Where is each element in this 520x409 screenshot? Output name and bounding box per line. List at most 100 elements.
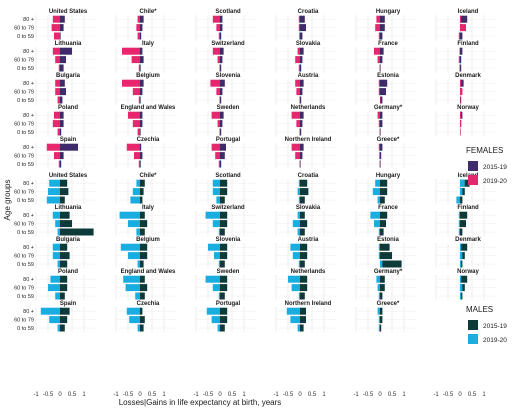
bar-scotland-males-2019-20 [216, 196, 220, 204]
x-tick-label: -1 [353, 392, 359, 398]
bar-italy-males-2019-20 [119, 211, 140, 219]
panel-title-france-males: France [378, 205, 398, 211]
bar-chile-males-2015-19 [140, 179, 145, 187]
bar-scotland-females-2015-19 [220, 24, 223, 32]
panel-title-scotland-females: Scotland [215, 9, 241, 15]
x-tick-label: -0.5 [283, 392, 294, 398]
bar-italy-females-2019-20 [131, 56, 140, 64]
bar-estonia-males-2019-20 [378, 243, 380, 251]
bar-croatia-males-2015-19 [300, 188, 309, 196]
x-tick-label: 1 [402, 392, 406, 398]
bar-belgium-males-2019-20 [128, 252, 140, 260]
bar-finland-females-2019-20 [459, 47, 461, 55]
bar-austria-males-2019-20 [292, 252, 300, 260]
bar-netherlands-males-2015-19 [300, 275, 308, 283]
bar-iceland-females-2019-20 [460, 24, 466, 32]
bar-italy-males-2019-20 [136, 228, 140, 236]
bar-denmark-males-2019-20 [460, 243, 462, 251]
bar-england-and-wales-females-2019-20 [128, 111, 140, 119]
bar-netherlands-females-2019-20 [291, 111, 300, 119]
bar-finland-males-2015-19 [460, 228, 463, 236]
bar-denmark-females-2015-19 [460, 79, 464, 87]
bar-switzerland-females-2015-19 [220, 64, 222, 72]
bar-belgium-females-2015-19 [140, 88, 143, 96]
bar-northern-ireland-females-2019-20 [295, 152, 300, 160]
panel-title-croatia-females: Croatia [298, 9, 319, 15]
panel-title-finland-males: Finland [457, 205, 479, 211]
bar-portugal-males-2015-19 [220, 324, 225, 332]
bar-belgium-males-2019-20 [120, 243, 140, 251]
bar-portugal-males-2015-19 [220, 307, 228, 315]
bar-france-males-2015-19 [380, 220, 386, 228]
age-label: 80 + [23, 113, 34, 119]
age-label: 0 to 59 [17, 130, 34, 136]
bar-norway-males-2019-20 [460, 292, 462, 300]
bar-slovakia-females-2015-19 [300, 64, 302, 72]
bar-england-and-wales-females-2015-19 [140, 128, 141, 136]
bar-lithuania-males-2015-19 [60, 211, 70, 219]
bar-netherlands-females-2019-20 [296, 120, 300, 128]
bar-slovakia-males-2015-19 [300, 228, 305, 236]
bar-czechia-females-2015-19 [140, 160, 141, 168]
bar-austria-females-2019-20 [296, 88, 300, 96]
panel-title-czechia-females: Czechia [137, 137, 160, 143]
bar-united-states-males-2015-19 [60, 196, 65, 204]
bar-italy-males-2015-19 [140, 211, 145, 219]
age-label: 0 to 59 [17, 162, 34, 168]
bar-czechia-males-2015-19 [140, 324, 144, 332]
bar-croatia-males-2019-20 [298, 196, 300, 204]
bar-france-males-2015-19 [380, 228, 384, 236]
bar-chile-females-2015-19 [140, 32, 142, 40]
panel-title-bulgaria-females: Bulgaria [56, 73, 81, 79]
bar-scotland-females-2019-20 [218, 32, 220, 40]
bar-sweden-females-2015-19 [220, 111, 224, 119]
bar-italy-males-2015-19 [140, 220, 148, 228]
bar-spain-males-2015-19 [60, 307, 70, 315]
panel-title-norway-males: Norway [457, 269, 479, 275]
panel-title-germany-males: Germany* [374, 269, 403, 275]
age-label: 60 to 79 [14, 26, 34, 32]
bar-iceland-females-2015-19 [460, 15, 468, 23]
x-tick-label: 0 [218, 392, 222, 398]
bar-germany-females-2019-20 [379, 128, 381, 136]
bar-belgium-females-2015-19 [140, 79, 144, 87]
bar-lithuania-females-2019-20 [58, 64, 60, 72]
bar-marks [40, 15, 470, 332]
age-label: 80 + [23, 49, 34, 55]
bar-croatia-males-2015-19 [300, 196, 305, 204]
bar-estonia-males-2015-19 [380, 252, 392, 260]
bar-estonia-females-2019-20 [380, 96, 381, 104]
legend-label-males-2015-19: 2015-19 [483, 323, 507, 330]
x-tick-label: 1 [482, 392, 486, 398]
bar-slovenia-females-2015-19 [220, 79, 225, 87]
bar-poland-females-2019-20 [54, 111, 60, 119]
bar-united-states-males-2019-20 [48, 188, 60, 196]
x-tick-label: 0 [378, 392, 382, 398]
bar-czechia-males-2015-19 [140, 307, 143, 315]
bar-netherlands-males-2019-20 [298, 292, 300, 300]
bar-greece-males-2019-20 [378, 324, 380, 332]
bar-belgium-females-2015-19 [140, 96, 141, 104]
bar-slovenia-females-2019-20 [219, 96, 221, 104]
bar-united-states-females-2015-19 [60, 15, 65, 23]
panel-title-england-and-wales-females: England and Wales [121, 105, 176, 111]
x-tick-label: -0.5 [363, 392, 374, 398]
age-label: 80 + [23, 245, 34, 251]
panel-title-slovenia-males: Slovenia [216, 237, 241, 243]
bar-bulgaria-females-2015-19 [60, 88, 66, 96]
bar-switzerland-males-2019-20 [205, 211, 220, 219]
bar-finland-females-2019-20 [458, 56, 460, 64]
x-tick-label: 0.5 [468, 392, 477, 398]
bar-finland-males-2019-20 [458, 220, 460, 228]
bar-scotland-males-2015-19 [220, 188, 228, 196]
panel-title-germany-females: Germany* [374, 105, 403, 111]
bar-slovakia-females-2015-19 [300, 56, 303, 64]
bar-croatia-males-2015-19 [300, 179, 308, 187]
bar-sweden-females-2019-20 [219, 128, 221, 136]
panel-title-greece-males: Greece* [377, 301, 400, 307]
bar-hungary-females-2019-20 [375, 24, 380, 32]
bar-denmark-females-2019-20 [460, 88, 463, 96]
bar-germany-males-2019-20 [376, 275, 380, 283]
panel-title-hungary-males: Hungary [376, 173, 401, 179]
bar-lithuania-males-2019-20 [55, 220, 60, 228]
